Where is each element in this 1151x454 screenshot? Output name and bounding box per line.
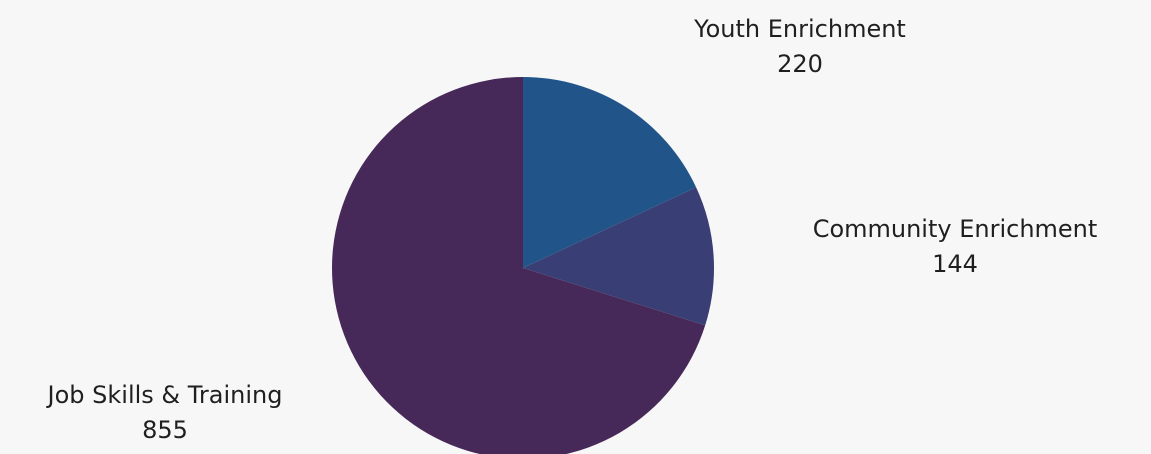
pie-slices	[332, 77, 714, 454]
pie-slice-job-skills-training	[332, 77, 706, 454]
slice-label-youth-enrichment: Youth Enrichment 220	[650, 12, 950, 82]
slice-category-label: Youth Enrichment	[694, 15, 906, 43]
slice-label-job-skills-training: Job Skills & Training 855	[0, 378, 330, 448]
pie-slice-community-enrichment	[523, 187, 714, 326]
slice-value-label: 144	[932, 250, 978, 278]
pie-slice-youth-enrichment	[523, 77, 697, 268]
slice-value-label: 855	[142, 416, 188, 444]
slice-label-community-enrichment: Community Enrichment 144	[760, 212, 1150, 282]
slice-category-label: Community Enrichment	[812, 215, 1098, 243]
slice-category-label: Job Skills & Training	[47, 381, 283, 409]
slice-value-label: 220	[777, 50, 823, 78]
